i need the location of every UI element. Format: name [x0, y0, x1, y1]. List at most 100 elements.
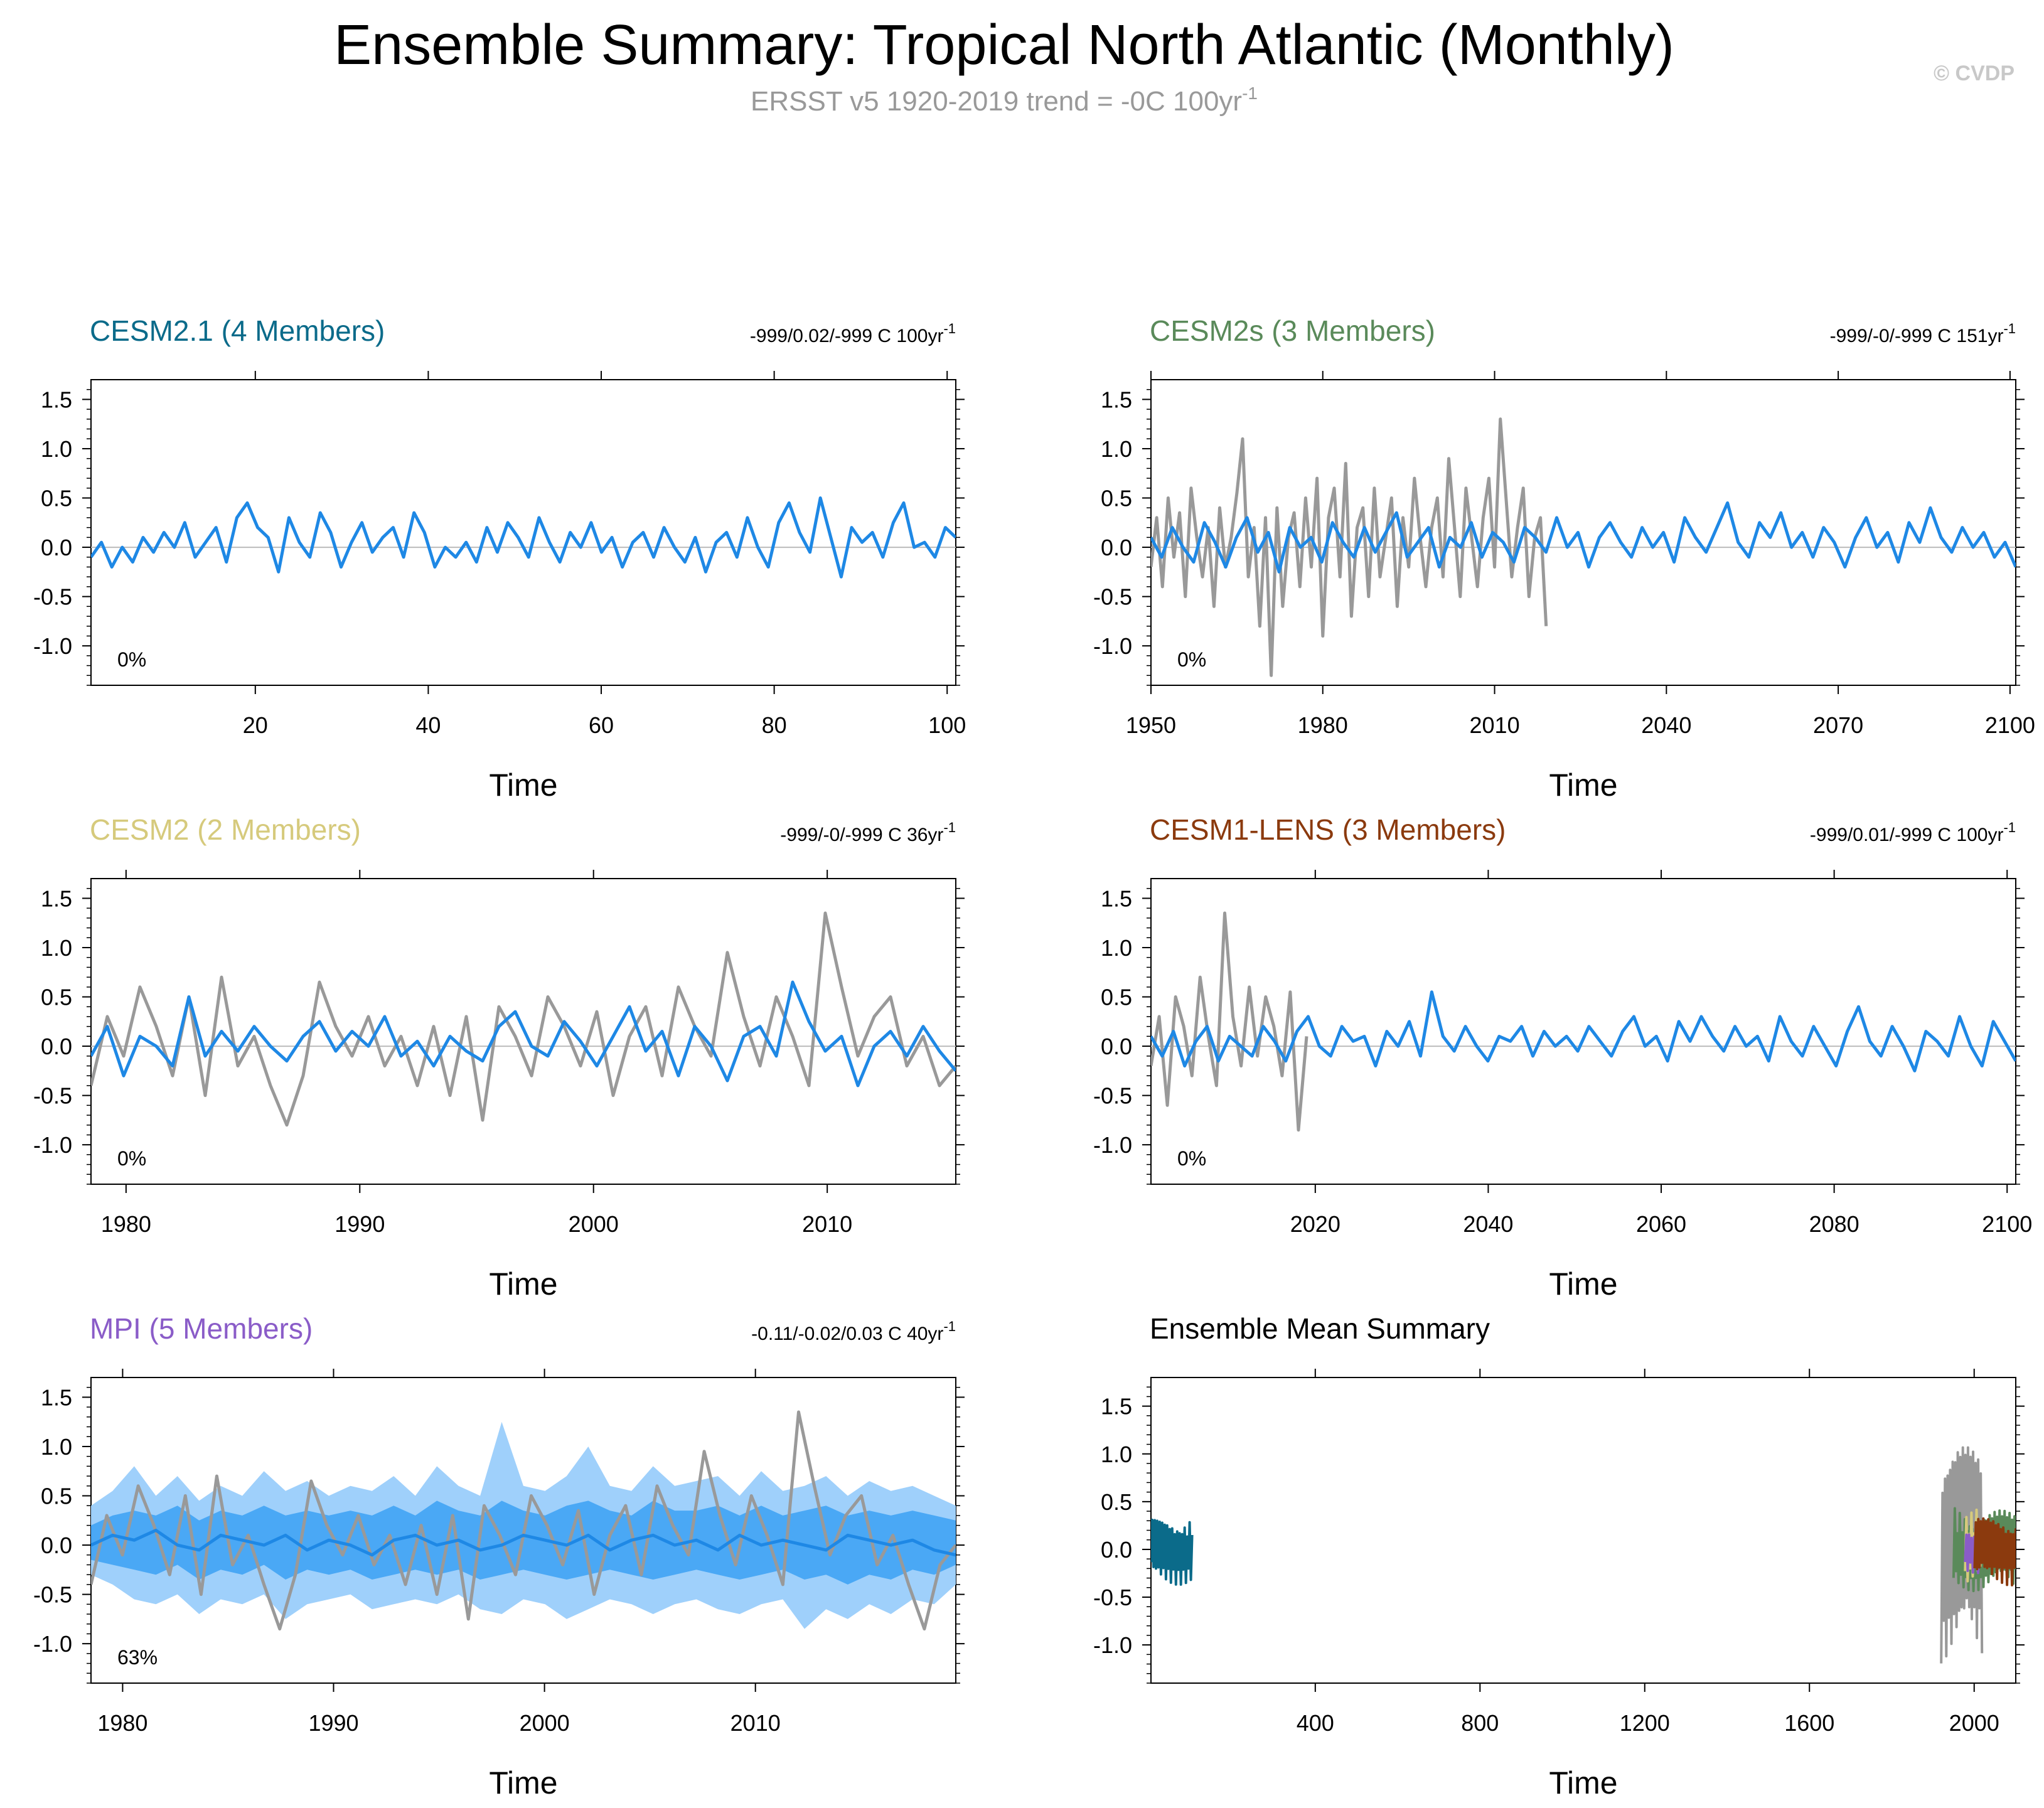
series-trace-cesm1-lens — [1973, 1517, 2016, 1586]
x-tick-label: 1200 — [1620, 1710, 1670, 1736]
y-tick-label: -0.5 — [33, 584, 72, 610]
trend-label: -0.11/-0.02/0.03 C 40yr-1 — [751, 1319, 956, 1344]
x-tick-label: 80 — [762, 712, 787, 738]
y-tick-label: -0.5 — [1093, 1083, 1132, 1109]
x-tick-label: 2010 — [1470, 712, 1520, 738]
y-tick-label: 1.5 — [41, 885, 72, 911]
x-tick-label: 1990 — [308, 1710, 358, 1736]
x-tick-label: 400 — [1297, 1710, 1334, 1736]
y-tick-label: 1.5 — [1101, 1394, 1132, 1420]
series-line-ersst-v5 — [1151, 911, 1308, 1132]
y-tick-label: 0.0 — [1101, 1034, 1132, 1059]
trend-label-text: -999/-0/-999 C 151yr — [1830, 326, 2004, 346]
x-tick-label: 2010 — [730, 1710, 781, 1736]
x-tick-label: 2080 — [1809, 1211, 1859, 1237]
percent-label: 0% — [117, 1147, 146, 1170]
y-tick-label: 1.0 — [1101, 1442, 1132, 1467]
x-tick-label: 2020 — [1290, 1211, 1340, 1237]
y-tick-label: -1.0 — [1093, 1632, 1132, 1658]
x-tick-label: 2000 — [520, 1710, 570, 1736]
x-tick-label: 1990 — [334, 1211, 385, 1237]
x-tick-label: 800 — [1461, 1710, 1499, 1736]
y-tick-label: 1.5 — [1101, 387, 1132, 412]
plot-frame — [1150, 878, 2016, 1185]
x-axis-label: Time — [489, 768, 557, 803]
y-tick-label: 0.5 — [1101, 486, 1132, 511]
x-axis-label: Time — [1549, 1765, 1617, 1800]
y-tick-label: -1.0 — [1093, 633, 1132, 659]
y-tick-label: 0.5 — [1101, 1489, 1132, 1515]
x-tick-label: 2000 — [569, 1211, 619, 1237]
x-axis-label: Time — [489, 1765, 557, 1800]
y-tick-label: 1.5 — [1101, 885, 1132, 911]
x-tick-label: 1950 — [1126, 712, 1176, 738]
y-tick-label: 1.0 — [41, 935, 72, 961]
series-trace-ersst-v5 — [1940, 1446, 1984, 1664]
percent-label: 63% — [117, 1646, 158, 1669]
figure-title: Ensemble Summary: Tropical North Atlanti… — [334, 14, 1674, 77]
series-trace-cesm2-1 — [1151, 1518, 1194, 1586]
x-tick-label: 2000 — [1949, 1710, 1999, 1736]
y-tick-label: 1.0 — [41, 436, 72, 462]
x-tick-label: 2100 — [1982, 1211, 2032, 1237]
y-tick-label: 0.0 — [1101, 535, 1132, 560]
y-tick-label: -0.5 — [33, 1582, 72, 1608]
trend-label-text: -999/0.02/-999 C 100yr — [750, 326, 944, 346]
plot-frame — [1150, 379, 2016, 686]
y-tick-label: 0.5 — [41, 985, 72, 1010]
x-tick-label: 100 — [928, 712, 966, 738]
trend-label: -999/0.01/-999 C 100yr-1 — [1810, 820, 2016, 845]
x-tick-label: 2010 — [802, 1211, 852, 1237]
series-line-ensemble-mean — [1151, 501, 2016, 574]
x-tick-label: 20 — [243, 712, 268, 738]
y-tick-label: 0.5 — [41, 486, 72, 511]
panels: CESM2.1 (4 Members) -999/0.02/-999 C 100y… — [33, 314, 2035, 1800]
trend-label-sup: -1 — [943, 321, 956, 336]
x-tick-label: 1980 — [97, 1710, 147, 1736]
panel-title: MPI (5 Members) — [90, 1312, 313, 1345]
plot-area — [91, 496, 956, 579]
chart-panel-1: CESM2.1 (4 Members) -999/0.02/-999 C 100y… — [33, 314, 966, 803]
x-tick-label: 2040 — [1641, 712, 1691, 738]
x-tick-label: 60 — [589, 712, 614, 738]
x-tick-label: 2070 — [1813, 712, 1863, 738]
x-tick-label: 1980 — [101, 1211, 151, 1237]
chart-panel-2: CESM2s (3 Members) -999/-0/-999 C 151yr-1… — [1093, 314, 2035, 803]
plot-frame — [1150, 1377, 2016, 1684]
series-line-ersst-v5 — [91, 911, 956, 1127]
panel-title: CESM2 (2 Members) — [90, 813, 361, 846]
figure-subtitle: ERSST v5 1920-2019 trend = -0C 100yr-1 — [751, 83, 1258, 117]
series-line-ensemble-mean — [91, 980, 956, 1088]
series-line-ensemble-mean — [91, 1529, 956, 1557]
y-tick-label: 1.5 — [41, 387, 72, 412]
x-tick-label: 2060 — [1636, 1211, 1686, 1237]
plot-area — [1151, 1446, 2016, 1664]
subtitle-text: ERSST v5 1920-2019 trend = -0C 100yr — [751, 86, 1242, 117]
copyright-label: © CVDP — [1934, 62, 2015, 85]
percent-label: 0% — [1177, 1147, 1206, 1170]
plot-area — [91, 1410, 956, 1631]
series-line-ensemble-mean — [91, 496, 956, 579]
trend-label-sup: -1 — [943, 1319, 956, 1334]
x-tick-label: 2100 — [1985, 712, 2035, 738]
trend-label-sup: -1 — [2003, 321, 2016, 336]
trend-label: -999/-0/-999 C 151yr-1 — [1830, 321, 2016, 346]
y-tick-label: 0.0 — [41, 1533, 72, 1558]
trend-label-text: -999/-0/-999 C 36yr — [780, 825, 943, 845]
subtitle-sup: -1 — [1242, 83, 1258, 103]
chart-panel-6: Ensemble Mean Summary -1.0 -0.5 0.0 0.5 1.0 1.… — [1093, 1312, 2025, 1800]
panel-title: Ensemble Mean Summary — [1150, 1312, 1490, 1345]
trend-label: -999/-0/-999 C 36yr-1 — [780, 820, 956, 845]
plot-frame — [90, 379, 956, 686]
x-axis-label: Time — [1549, 768, 1617, 803]
plot-area — [91, 911, 956, 1127]
y-tick-label: -1.0 — [33, 1631, 72, 1657]
y-tick-label: 1.0 — [41, 1434, 72, 1460]
series-line-ensemble-mean — [1151, 990, 2016, 1072]
y-tick-label: 0.5 — [41, 1484, 72, 1509]
plot-frame — [90, 878, 956, 1185]
plot-area — [1151, 911, 2016, 1132]
trend-label-text: -0.11/-0.02/0.03 C 40yr — [751, 1324, 943, 1344]
percent-label: 0% — [1177, 648, 1206, 671]
chart-panel-4: CESM1-LENS (3 Members) -999/0.01/-999 C 1… — [1093, 813, 2032, 1302]
